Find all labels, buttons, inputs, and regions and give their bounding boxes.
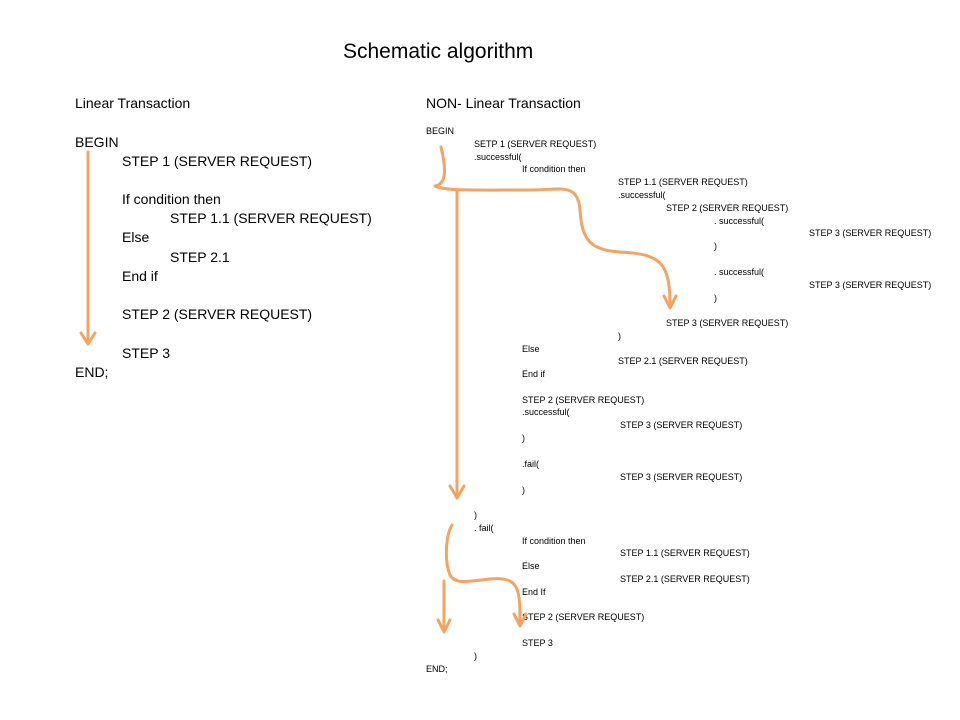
nonlinear-line: End if <box>522 369 546 379</box>
nonlinear-line: ) <box>474 651 477 661</box>
nonlinear-line: ) <box>474 510 477 520</box>
nonlinear-line: STEP 3 <box>522 638 553 648</box>
nonlinear-line: Else <box>522 561 540 571</box>
linear-line: END; <box>75 364 109 380</box>
linear-line: STEP 2.1 <box>170 249 230 265</box>
linear-line: STEP 3 <box>122 345 170 361</box>
linear-line: STEP 1.1 (SERVER REQUEST) <box>170 210 372 226</box>
nonlinear-line: STEP 3 (SERVER REQUEST) <box>620 420 743 430</box>
linear-line: STEP 2 (SERVER REQUEST) <box>122 306 313 322</box>
linear-arrowhead <box>79 331 97 346</box>
nonlinear-line: .fail( <box>522 459 540 469</box>
nonlinear-line: .successful( <box>522 407 570 417</box>
nonlinear-line: STEP 1.1 (SERVER REQUEST) <box>618 177 748 187</box>
nonlinear-fail-left-arrowhead <box>436 618 452 634</box>
nonlinear-line: . fail( <box>474 523 494 533</box>
nonlinear-line: SETP 1 (SERVER REQUEST) <box>474 139 597 149</box>
nonlinear-main-arrowhead <box>448 484 466 500</box>
diagram-title: Schematic algorithm <box>343 40 534 63</box>
nonlinear-line: STEP 2 (SERVER REQUEST) <box>522 395 645 405</box>
nonlinear-line: STEP 3 (SERVER REQUEST) <box>620 472 743 482</box>
linear-heading: Linear Transaction <box>75 95 191 111</box>
nonlinear-line: ) <box>714 293 717 303</box>
nonlinear-line: .successful( <box>474 152 522 162</box>
nonlinear-line: STEP 3 (SERVER REQUEST) <box>809 280 932 290</box>
nonlinear-line: STEP 1.1 (SERVER REQUEST) <box>620 548 750 558</box>
nonlinear-fail-arrowhead <box>512 612 528 628</box>
nonlinear-line: BEGIN <box>426 126 455 136</box>
nonlinear-line: ) <box>522 433 525 443</box>
nonlinear-start-curve <box>433 145 672 307</box>
nonlinear-line: Else <box>522 344 540 354</box>
nonlinear-line: STEP 2.1 (SERVER REQUEST) <box>620 574 750 584</box>
linear-line: End if <box>122 268 158 284</box>
nonlinear-line: ) <box>714 241 717 251</box>
nonlinear-line: End If <box>522 587 546 597</box>
nonlinear-line: STEP 3 (SERVER REQUEST) <box>809 228 932 238</box>
linear-line: BEGIN <box>75 134 119 150</box>
nonlinear-line: STEP 3 (SERVER REQUEST) <box>666 318 789 328</box>
nonlinear-line: ) <box>522 485 525 495</box>
nonlinear-line: . successful( <box>714 267 765 277</box>
nonlinear-heading: NON- Linear Transaction <box>426 95 581 111</box>
nonlinear-line: .successful( <box>618 190 666 200</box>
nonlinear-line: . successful( <box>714 216 765 226</box>
nonlinear-branch-arrowhead <box>662 294 678 310</box>
linear-line: Else <box>122 229 150 245</box>
nonlinear-line: If condition then <box>522 536 586 546</box>
nonlinear-line: If condition then <box>522 164 586 174</box>
nonlinear-line: STEP 2.1 (SERVER REQUEST) <box>618 356 748 366</box>
linear-line: STEP 1 (SERVER REQUEST) <box>122 153 313 169</box>
nonlinear-line: END; <box>426 664 448 674</box>
nonlinear-line: ) <box>618 331 621 341</box>
nonlinear-line: STEP 2 (SERVER REQUEST) <box>522 612 645 622</box>
linear-line: If condition then <box>122 191 221 207</box>
nonlinear-line: STEP 2 (SERVER REQUEST) <box>666 203 789 213</box>
nonlinear-fail-curve <box>444 523 522 626</box>
